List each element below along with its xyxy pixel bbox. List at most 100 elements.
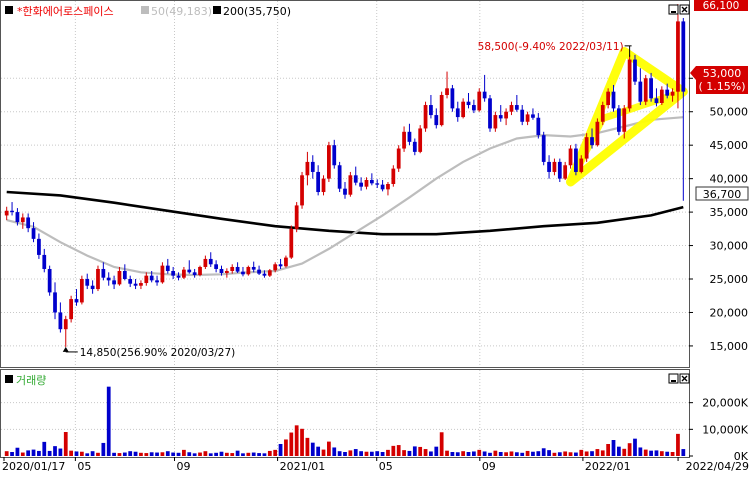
volume-bar [63, 432, 68, 456]
volume-bar [659, 451, 664, 456]
candle-body [149, 275, 154, 281]
candle-body [504, 111, 508, 119]
candle-body [214, 264, 218, 269]
candle-body [224, 270, 229, 273]
volume-bar [160, 452, 165, 456]
candle [600, 101, 605, 126]
price-tick-label: 40,000 [710, 173, 749, 186]
candle [219, 265, 224, 276]
price-tick-label: 25,000 [710, 273, 749, 286]
volume-bar [155, 452, 159, 456]
volume-bar [246, 452, 251, 456]
volume-bar [192, 453, 197, 456]
candle [504, 108, 508, 126]
x-tick-label: 09 [482, 460, 496, 473]
candle-body [579, 158, 584, 172]
candle-body [171, 270, 176, 276]
volume-bar [391, 445, 396, 456]
x-tick-label: 2020/01/17 [2, 460, 65, 473]
candle [69, 295, 74, 323]
candle-body [278, 264, 283, 267]
candle [670, 88, 675, 102]
candle [676, 4, 680, 109]
volume-bar [219, 451, 224, 456]
x-tick-label: 2021/01 [280, 460, 326, 473]
volume-bar [622, 448, 627, 456]
candle-body [348, 175, 353, 195]
candle [267, 268, 272, 278]
volume-bar [230, 453, 235, 456]
candle-body [128, 279, 133, 284]
candle-body [122, 270, 127, 280]
volume-bar [101, 442, 106, 456]
volume-bar [273, 449, 278, 456]
volume-bar [472, 451, 476, 456]
candle-body [493, 115, 498, 129]
candle [4, 206, 9, 221]
candle [20, 213, 25, 229]
volume-bar [144, 453, 149, 456]
volume-bar [600, 450, 605, 456]
candle [455, 101, 460, 122]
candle [262, 270, 267, 278]
volume-bar [241, 453, 245, 456]
candle [294, 202, 299, 233]
volume-panel-minimize-button[interactable] [668, 373, 679, 384]
volume-tick-labels: 0K 10,000K 20,000K [689, 397, 749, 463]
volume-bar [369, 451, 374, 456]
candle-body [246, 266, 251, 275]
candle-body [31, 228, 36, 239]
volume-bar [504, 452, 508, 456]
candle-body [407, 131, 412, 142]
volume-bar [386, 449, 390, 456]
volume-bar [267, 450, 272, 456]
legend-series-icon [5, 6, 13, 14]
candle [171, 266, 176, 280]
candle [224, 268, 229, 278]
candle-body [305, 161, 310, 176]
volume-panel-close-button[interactable] [679, 373, 690, 384]
volume-bar [310, 442, 315, 456]
volume-bar [676, 433, 680, 456]
candle [536, 113, 541, 139]
legend-ma200-label: 200(35,750) [223, 5, 291, 18]
volume-bar [412, 446, 417, 456]
volume-bar [541, 448, 546, 456]
candle [498, 105, 503, 122]
legend-series-name: *한화에어로스페이스 [17, 5, 114, 18]
volume-bar [584, 451, 589, 456]
candle-body [117, 270, 122, 285]
candle-body [590, 137, 594, 146]
candle [63, 315, 68, 347]
candle [445, 71, 449, 99]
candle [606, 88, 611, 109]
candle-body [284, 257, 288, 267]
candle-body [525, 114, 530, 122]
candle [31, 222, 36, 243]
candle [165, 258, 170, 274]
price-panel-minimize-button[interactable] [668, 4, 679, 15]
candle [241, 266, 245, 277]
volume-bar [69, 450, 74, 456]
price-tick-label: 15,000 [710, 340, 749, 353]
candle [472, 99, 476, 114]
candle [112, 275, 116, 290]
candle [665, 83, 670, 99]
candle [482, 74, 487, 102]
candle [26, 213, 31, 233]
x-tick-label: 2022/04/29 [686, 460, 749, 473]
candle-body [90, 285, 95, 290]
volume-tick-label: 10,000K [702, 423, 748, 436]
candle [305, 151, 310, 186]
volume-tick-label: 0K [734, 450, 749, 463]
candle-body [176, 275, 181, 278]
volume-bar [96, 452, 100, 456]
price-panel-close-button[interactable] [679, 4, 690, 15]
volume-bar [300, 428, 304, 456]
volume-bar [418, 446, 423, 456]
volume-bar [568, 452, 573, 456]
volume-bar [337, 451, 342, 456]
candle-body [144, 275, 149, 284]
candle-body [568, 148, 573, 166]
